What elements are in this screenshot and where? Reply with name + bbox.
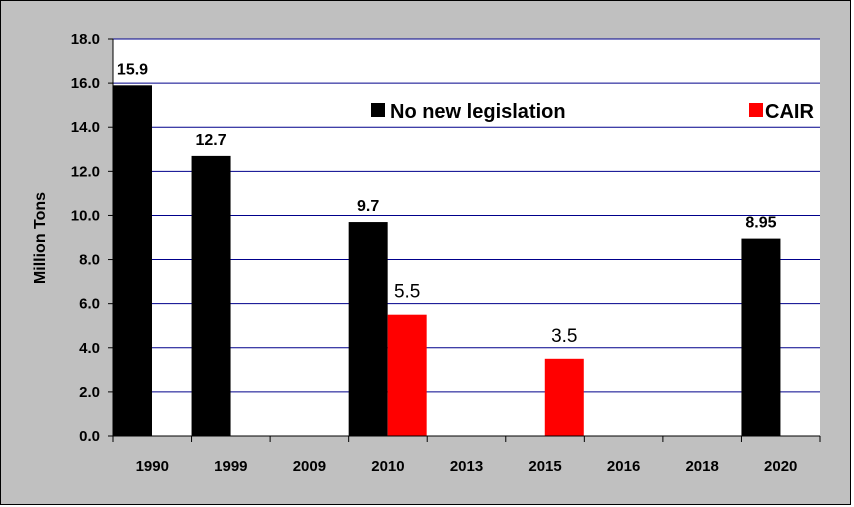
y-tick-label: 8.0 <box>79 252 100 269</box>
bar-no-new-legislation-2020 <box>741 238 781 436</box>
legend-swatch-cair <box>749 103 763 117</box>
data-label: 5.5 <box>394 282 420 303</box>
x-tick-label: 2018 <box>685 458 718 475</box>
legend-label-cair: CAIR <box>765 101 814 123</box>
legend-label-no-new-legislation: No new legislation <box>390 101 566 123</box>
plot-area <box>113 39 820 436</box>
y-axis-tick-labels: 0.0 2.0 4.0 6.0 8.0 10.0 12.0 14.0 16.0 18.0 <box>71 31 113 445</box>
y-axis-title: Million Tons <box>32 192 49 284</box>
x-tick-label: 2013 <box>450 458 483 475</box>
x-axis-tick-labels: 1990 1999 2009 2010 2013 2015 2016 2018 2020 <box>112 436 821 475</box>
data-label: 8.95 <box>745 215 776 232</box>
legend-swatch-no-new-legislation <box>371 103 385 117</box>
x-tick-label: 2020 <box>764 458 797 475</box>
y-tick-label: 4.0 <box>79 340 100 357</box>
bar-no-new-legislation-1999 <box>191 155 231 436</box>
x-tick-label: 1999 <box>214 458 247 475</box>
x-tick-label: 2015 <box>528 458 561 475</box>
bar-cair-2015 <box>544 358 584 436</box>
y-tick-label: 6.0 <box>79 296 100 313</box>
y-tick-label: 16.0 <box>71 75 100 92</box>
bar-no-new-legislation-2010 <box>348 222 388 436</box>
bar-cair-2010 <box>387 314 427 436</box>
data-label: 12.7 <box>195 132 226 149</box>
legend: No new legislation CAIR <box>371 101 814 123</box>
y-tick-label: 0.0 <box>79 428 100 445</box>
y-tick-label: 18.0 <box>71 31 100 48</box>
x-tick-label: 2016 <box>607 458 640 475</box>
y-tick-label: 14.0 <box>71 119 100 136</box>
x-tick-label: 2009 <box>293 458 326 475</box>
y-tick-label: 2.0 <box>79 384 100 401</box>
data-label: 9.7 <box>357 198 379 215</box>
bar-no-new-legislation-1990 <box>113 85 152 437</box>
data-label: 3.5 <box>551 326 577 347</box>
x-tick-label: 2010 <box>371 458 404 475</box>
y-tick-label: 10.0 <box>71 207 100 224</box>
x-tick-label: 1990 <box>136 458 169 475</box>
data-label: 15.9 <box>117 61 148 78</box>
gridlines <box>113 38 820 393</box>
data-labels: 15.9 12.7 9.7 5.5 3.5 8.95 <box>117 61 777 346</box>
y-tick-label: 12.0 <box>71 163 100 180</box>
bars <box>113 85 781 437</box>
